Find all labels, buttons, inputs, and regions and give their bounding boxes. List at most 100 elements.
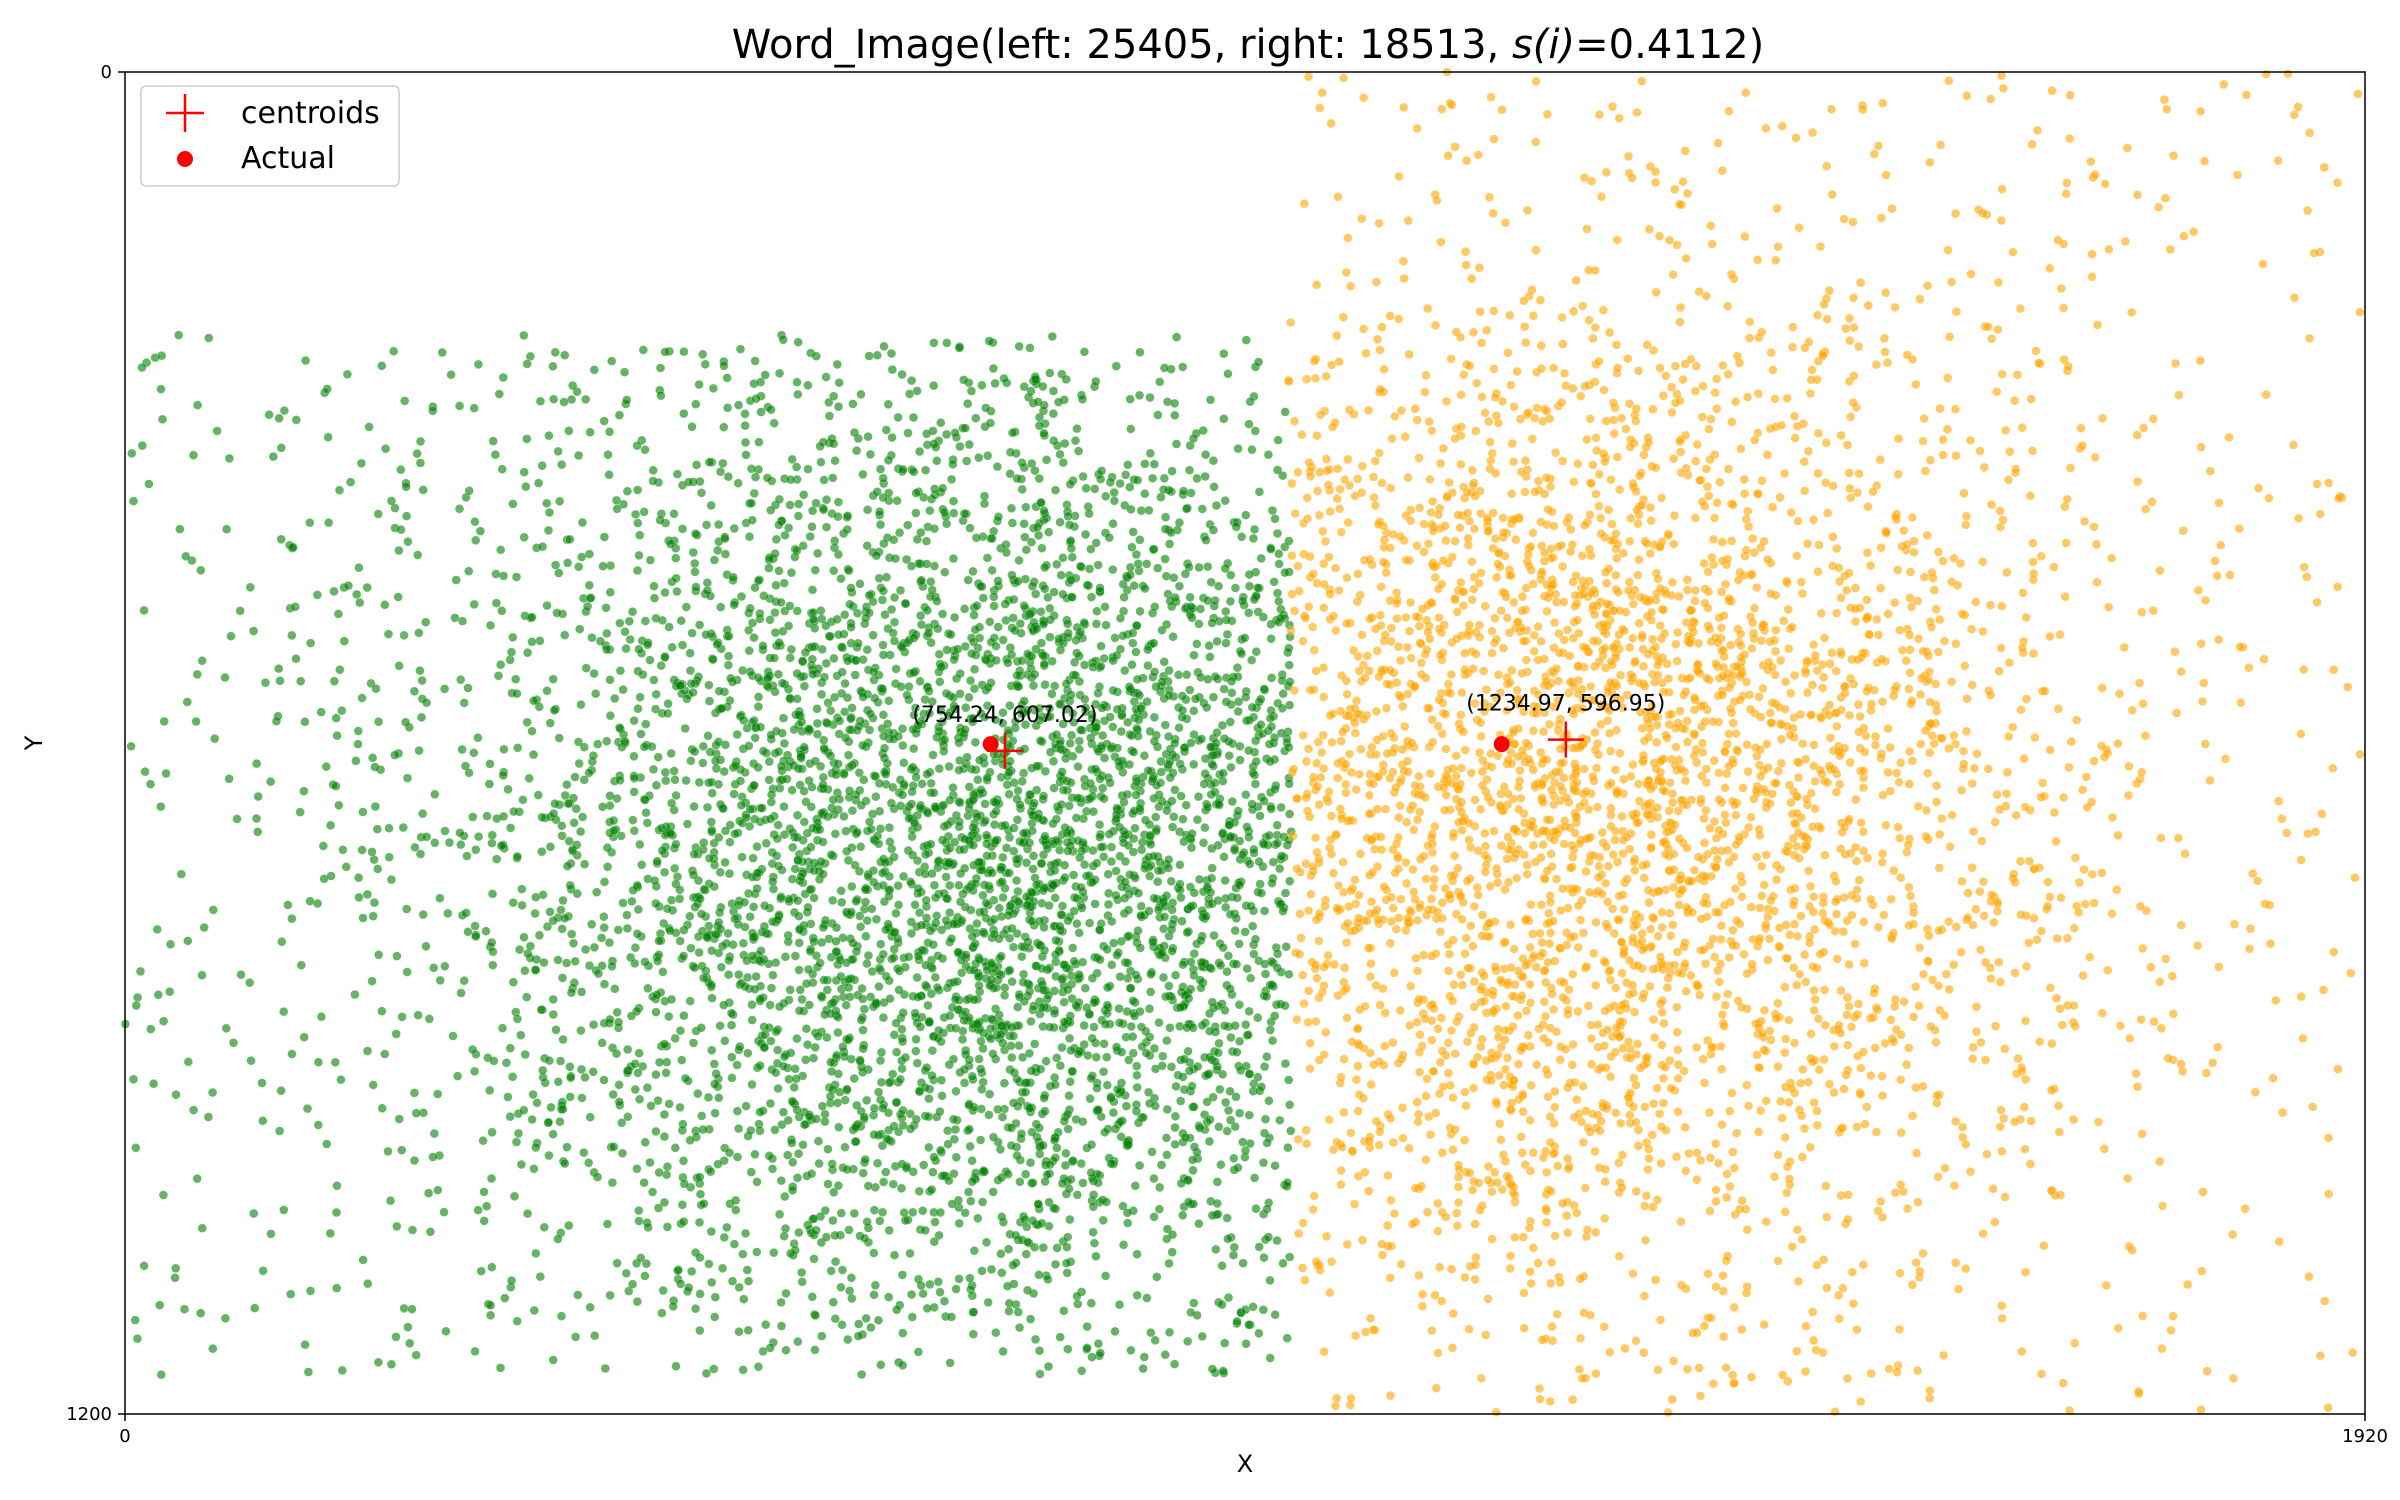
cluster-left-point [1057, 767, 1067, 777]
cluster-left-point [519, 330, 529, 341]
cluster-left-point [584, 580, 594, 590]
cluster-left-point [889, 1250, 900, 1260]
cluster-left-point [675, 936, 685, 946]
cluster-left-point [1175, 860, 1185, 870]
cluster-left-point [1196, 983, 1206, 993]
cluster-left-point [657, 1308, 667, 1318]
cluster-left-point [959, 508, 970, 519]
cluster-left-point [1015, 800, 1025, 810]
cluster-left-point [812, 704, 822, 714]
cluster-left-point [720, 826, 731, 836]
cluster-left-point [522, 992, 532, 1002]
cluster-left-point [266, 1229, 276, 1239]
cluster-left-point [968, 822, 978, 833]
cluster-left-point [764, 563, 774, 573]
cluster-left-point [1161, 1133, 1172, 1143]
cluster-left-point [488, 436, 498, 446]
cluster-left-point [1281, 942, 1291, 952]
cluster-left-point [468, 812, 478, 822]
cluster-left-point [642, 818, 652, 828]
cluster-left-point [519, 932, 529, 942]
cluster-left-point [969, 1246, 979, 1256]
cluster-left-point [208, 1344, 218, 1354]
cluster-left-point [537, 542, 548, 552]
cluster-left-point [1043, 1274, 1053, 1285]
cluster-left-point [662, 904, 673, 914]
cluster-left-point [1235, 741, 1245, 751]
cluster-left-point [716, 962, 726, 972]
cluster-left-point [1134, 390, 1145, 400]
cluster-left-point [614, 1080, 624, 1090]
cluster-left-point [274, 663, 284, 674]
cluster-left-point [783, 937, 793, 947]
cluster-left-point [836, 688, 847, 699]
cluster-left-point [513, 743, 523, 753]
cluster-left-point [1080, 983, 1090, 993]
cluster-left-point [1095, 774, 1105, 784]
cluster-left-point [1051, 935, 1061, 946]
cluster-left-point [152, 924, 162, 935]
cluster-left-point [1223, 951, 1234, 961]
cluster-left-point [1101, 1197, 1111, 1207]
cluster-left-point [621, 1268, 631, 1278]
cluster-left-point [900, 599, 911, 609]
cluster-left-point [1171, 332, 1182, 342]
cluster-left-point [1162, 1104, 1172, 1115]
cluster-left-point [1050, 681, 1060, 691]
cluster-left-point [506, 647, 517, 657]
cluster-left-point [257, 1078, 267, 1088]
cluster-left-point [805, 946, 815, 957]
cluster-left-point [899, 758, 909, 768]
cluster-left-point [588, 1067, 598, 1077]
cluster-left-point [392, 1221, 402, 1232]
cluster-left-point [944, 1060, 954, 1070]
cluster-left-point [588, 1020, 599, 1030]
cluster-left-point [1247, 702, 1257, 712]
cluster-left-point [1142, 1293, 1152, 1303]
cluster-left-point [553, 446, 563, 457]
cluster-left-point [649, 581, 659, 591]
cluster-left-point [572, 889, 582, 899]
cluster-left-point [548, 674, 558, 684]
cluster-left-point [740, 1228, 751, 1239]
cluster-left-point [959, 1064, 970, 1075]
cluster-left-point [890, 553, 901, 564]
cluster-left-point [632, 929, 642, 939]
cluster-left-point [1208, 525, 1219, 535]
cluster-left-point [1026, 1066, 1036, 1076]
cluster-left-point [749, 488, 759, 499]
cluster-left-point [836, 574, 846, 584]
cluster-left-point [364, 422, 374, 432]
cluster-left-point [1098, 730, 1108, 741]
cluster-left-point [1159, 363, 1170, 373]
cluster-left-point [464, 768, 474, 778]
cluster-left-point [305, 1286, 316, 1296]
cluster-left-point [1217, 829, 1228, 839]
cluster-left-point [750, 472, 761, 482]
cluster-left-point [1170, 592, 1180, 603]
cluster-left-point [1064, 1091, 1074, 1101]
cluster-left-point [834, 1122, 844, 1132]
cluster-left-point [905, 877, 916, 887]
cluster-left-point [905, 1248, 915, 1259]
cluster-left-point [469, 403, 479, 413]
cluster-left-point [337, 705, 347, 716]
cluster-left-point [473, 1205, 483, 1215]
cluster-left-point [1170, 1111, 1181, 1121]
cluster-left-point [1245, 397, 1255, 407]
cluster-left-point [804, 1111, 814, 1122]
cluster-left-point [707, 946, 717, 956]
cluster-left-point [1088, 1202, 1098, 1212]
cluster-left-point [1065, 479, 1075, 489]
cluster-left-point [1176, 1178, 1186, 1189]
cluster-left-point [614, 410, 625, 420]
cluster-left-point [1186, 901, 1196, 912]
cluster-left-point [794, 1006, 805, 1016]
cluster-left-point [920, 1225, 930, 1236]
cluster-left-point [529, 696, 539, 706]
cluster-left-point [1017, 1052, 1028, 1063]
cluster-left-point [914, 908, 925, 918]
cluster-left-point [920, 849, 931, 860]
cluster-left-point [1005, 933, 1015, 943]
cluster-left-point [681, 602, 691, 612]
